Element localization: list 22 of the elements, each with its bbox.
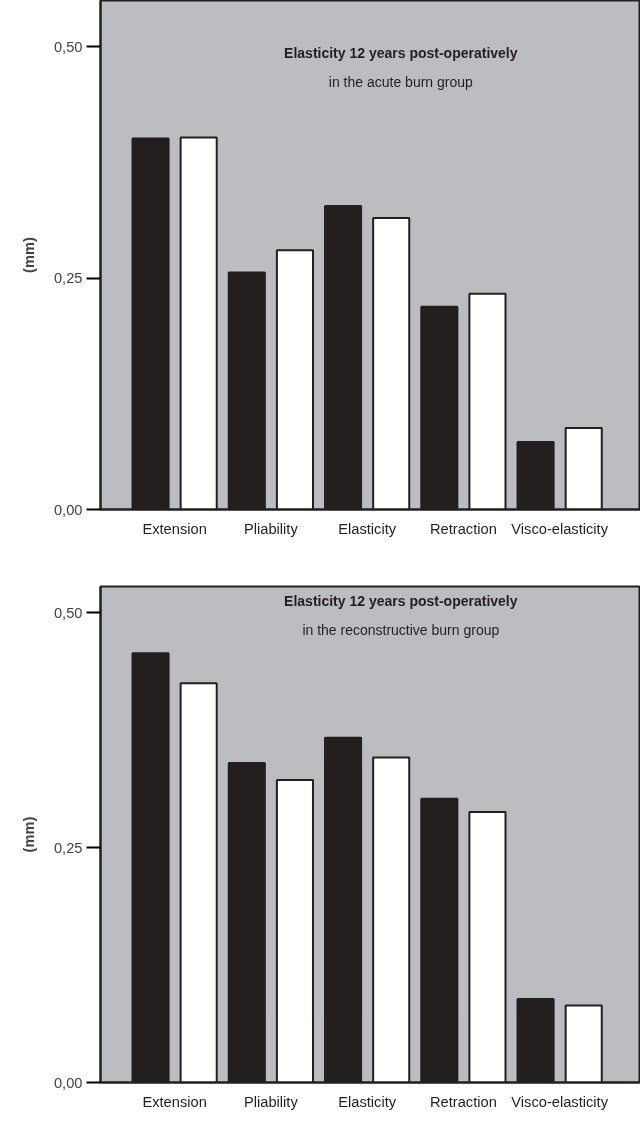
x-tick-label: Retraction xyxy=(429,520,497,537)
x-tick-label: Extension xyxy=(142,1093,207,1110)
y-tick-label: 0,00 xyxy=(53,1074,83,1091)
x-tick-label: Visco-elasticity xyxy=(511,1093,609,1110)
x-tick-label: Pliability xyxy=(243,520,299,537)
x-tick-label: Elasticity xyxy=(338,1093,397,1110)
x-tick-label: Visco-elasticity xyxy=(511,520,609,537)
x-tick-label: Pliability xyxy=(243,1093,299,1110)
x-tick-label: Elasticity xyxy=(338,520,397,537)
y-tick-label: 0,25 xyxy=(53,270,83,287)
y-tick-label: 0,25 xyxy=(53,839,83,856)
y-tick-label: 0,00 xyxy=(53,501,83,518)
text: Elasticity 12 years post-operatively xyxy=(284,592,518,609)
text: Elasticity 12 years post-operatively xyxy=(284,44,518,61)
y-axis-title: (mm) xyxy=(20,236,37,273)
y-axis-title: (mm) xyxy=(20,816,37,853)
x-tick-label: Retraction xyxy=(429,1093,497,1110)
text: in the acute burn group xyxy=(328,73,474,90)
x-tick-label: Extension xyxy=(142,520,207,537)
y-tick-label: 0,50 xyxy=(53,604,83,621)
text: in the reconstructive burn group xyxy=(302,621,500,638)
y-tick-label: 0,50 xyxy=(53,38,83,55)
